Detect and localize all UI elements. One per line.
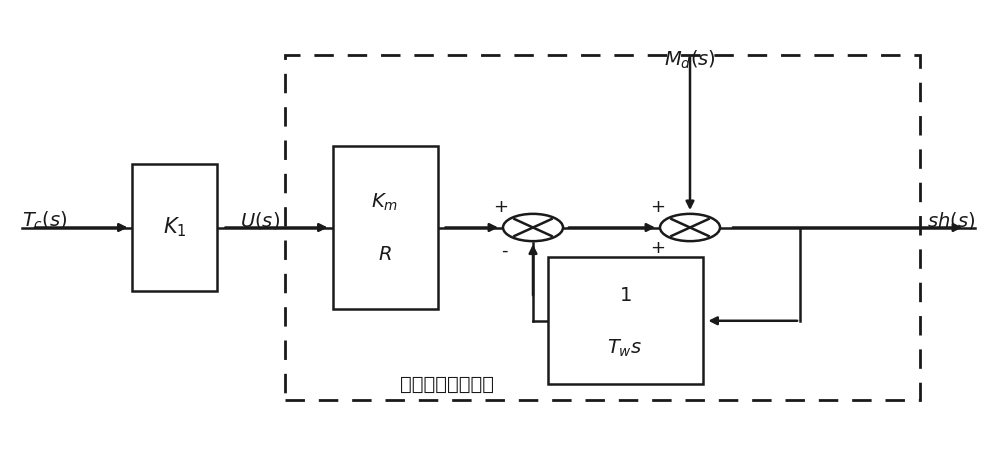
Text: $U(s)$: $U(s)$ (240, 210, 280, 231)
Text: $1$: $1$ (619, 287, 631, 305)
Text: -: - (502, 241, 508, 259)
Text: +: + (493, 198, 508, 216)
Bar (285, 55, 920, 400)
Text: $sh(s)$: $sh(s)$ (927, 210, 975, 231)
Text: 直流电机等效模型: 直流电机等效模型 (400, 375, 494, 394)
Bar (132, 164, 217, 291)
Text: $K_m$: $K_m$ (371, 192, 399, 213)
Text: $T_w s$: $T_w s$ (607, 338, 643, 359)
Text: $R$: $R$ (378, 246, 392, 264)
Text: $K_1$: $K_1$ (163, 216, 187, 239)
Bar (332, 146, 438, 309)
Circle shape (503, 214, 563, 241)
Text: $M_d(s)$: $M_d(s)$ (664, 48, 716, 71)
Circle shape (660, 214, 720, 241)
Text: +: + (650, 239, 665, 257)
Text: +: + (650, 198, 665, 216)
Text: $T_c(s)$: $T_c(s)$ (22, 209, 68, 232)
Bar (548, 257, 702, 384)
